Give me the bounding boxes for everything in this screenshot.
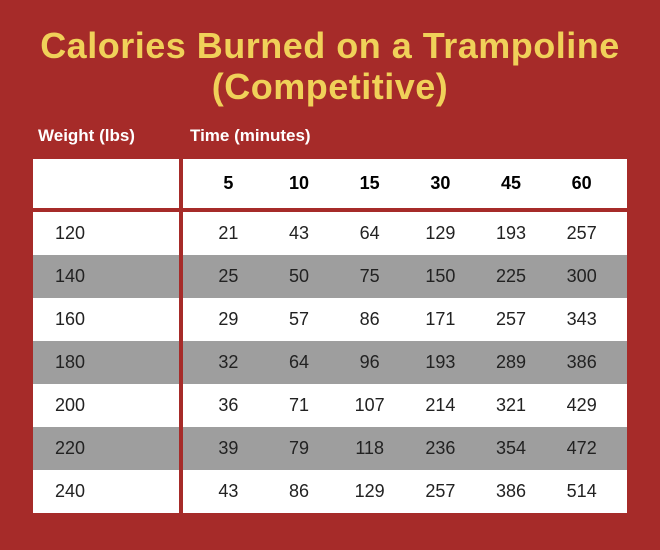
calorie-cell: 64 (334, 223, 405, 244)
calorie-cell: 236 (405, 438, 476, 459)
calorie-cell: 39 (193, 438, 264, 459)
calorie-cell: 193 (405, 352, 476, 373)
weight-cell: 180 (33, 341, 183, 384)
value-cells: 214364129193257 (183, 212, 627, 255)
column-group-headers: Weight (lbs) Time (minutes) (30, 126, 630, 146)
weight-cell: 220 (33, 427, 183, 470)
calorie-cell: 21 (193, 223, 264, 244)
value-cells: 295786171257343 (183, 298, 627, 341)
calorie-cell: 225 (476, 266, 547, 287)
calorie-table: 51015304560 1202143641291932571402550751… (30, 156, 630, 516)
time-columns-header-row: 51015304560 (33, 159, 627, 208)
calorie-cell: 214 (405, 395, 476, 416)
weight-cell: 140 (33, 255, 183, 298)
table-row: 2404386129257386514 (33, 470, 627, 513)
calorie-cell: 79 (264, 438, 335, 459)
calorie-cell: 257 (546, 223, 617, 244)
calorie-cell: 150 (405, 266, 476, 287)
calorie-cell: 43 (264, 223, 335, 244)
table-row: 2203979118236354472 (33, 427, 627, 470)
time-column-header: 45 (476, 173, 547, 194)
table-row: 160295786171257343 (33, 298, 627, 341)
value-cells: 4386129257386514 (183, 470, 627, 513)
time-column-header: 30 (405, 173, 476, 194)
calorie-cell: 129 (334, 481, 405, 502)
time-column-header: 15 (334, 173, 405, 194)
corner-cell (33, 159, 183, 208)
value-cells: 3671107214321429 (183, 384, 627, 427)
calorie-cell: 36 (193, 395, 264, 416)
calorie-cell: 43 (193, 481, 264, 502)
calorie-cell: 514 (546, 481, 617, 502)
calorie-cell: 472 (546, 438, 617, 459)
calorie-cell: 300 (546, 266, 617, 287)
calorie-cell: 64 (264, 352, 335, 373)
calorie-cell: 193 (476, 223, 547, 244)
calorie-cell: 75 (334, 266, 405, 287)
time-column-header: 5 (193, 173, 264, 194)
weight-cell: 240 (33, 470, 183, 513)
value-cells: 326496193289386 (183, 341, 627, 384)
calorie-cell: 96 (334, 352, 405, 373)
calorie-cell: 257 (476, 309, 547, 330)
time-header: Time (minutes) (180, 126, 630, 146)
calorie-cell: 107 (334, 395, 405, 416)
title-line-1: Calories Burned on a Trampoline (40, 25, 620, 66)
calorie-cell: 386 (546, 352, 617, 373)
calorie-cell: 289 (476, 352, 547, 373)
weight-cell: 200 (33, 384, 183, 427)
chart-title: Calories Burned on a Trampoline (Competi… (30, 25, 630, 108)
calorie-cell: 118 (334, 438, 405, 459)
calorie-cell: 257 (405, 481, 476, 502)
time-column-header: 10 (264, 173, 335, 194)
data-rows-container: 1202143641291932571402550751502253001602… (33, 212, 627, 513)
calorie-cell: 129 (405, 223, 476, 244)
table-row: 180326496193289386 (33, 341, 627, 384)
table-row: 2003671107214321429 (33, 384, 627, 427)
weight-cell: 120 (33, 212, 183, 255)
calorie-cell: 25 (193, 266, 264, 287)
value-cells: 3979118236354472 (183, 427, 627, 470)
table-row: 120214364129193257 (33, 212, 627, 255)
calorie-cell: 386 (476, 481, 547, 502)
calorie-cell: 32 (193, 352, 264, 373)
time-column-header: 60 (546, 173, 617, 194)
calorie-cell: 171 (405, 309, 476, 330)
calorie-cell: 50 (264, 266, 335, 287)
calorie-cell: 29 (193, 309, 264, 330)
calorie-cell: 86 (264, 481, 335, 502)
table-row: 140255075150225300 (33, 255, 627, 298)
calorie-cell: 343 (546, 309, 617, 330)
calorie-cell: 321 (476, 395, 547, 416)
value-cells: 255075150225300 (183, 255, 627, 298)
calorie-cell: 71 (264, 395, 335, 416)
calorie-cell: 57 (264, 309, 335, 330)
weight-cell: 160 (33, 298, 183, 341)
title-line-2: (Competitive) (212, 66, 449, 107)
calorie-cell: 354 (476, 438, 547, 459)
calorie-cell: 429 (546, 395, 617, 416)
time-header-cells: 51015304560 (183, 159, 627, 208)
weight-header: Weight (lbs) (30, 126, 180, 146)
calorie-cell: 86 (334, 309, 405, 330)
